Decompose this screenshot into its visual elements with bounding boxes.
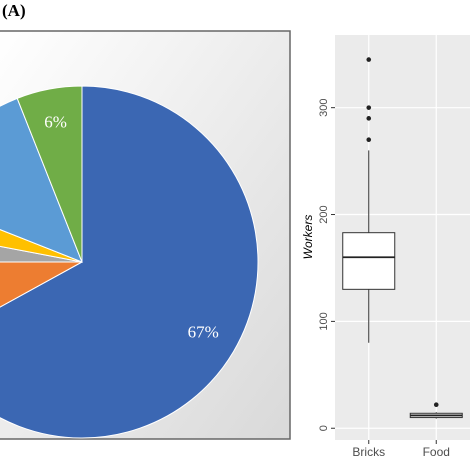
x-tick-label: Food — [423, 445, 450, 459]
outlier — [433, 402, 439, 408]
outlier — [366, 116, 372, 121]
box — [342, 232, 396, 290]
outlier — [366, 57, 372, 62]
y-tick-label: 200 — [318, 205, 330, 223]
panel-label: (A) — [2, 1, 26, 20]
pie-slice — [0, 228, 83, 263]
pie-slice — [0, 85, 259, 439]
pie: 67%13%6% — [0, 85, 259, 439]
outlier — [366, 105, 372, 110]
y-tick-label: 300 — [318, 98, 330, 116]
pie-slice — [16, 85, 83, 263]
boxplot: 0 100 200 300 Workers Bricks Food — [301, 35, 470, 459]
x-tick-label: Bricks — [352, 445, 385, 459]
pie-slice — [0, 97, 83, 263]
y-tick-label: 100 — [318, 312, 330, 330]
pie-slice — [0, 261, 83, 308]
slice-label: 6% — [44, 113, 67, 132]
y-axis-label: Workers — [301, 215, 315, 260]
slice-label: 67% — [188, 323, 219, 342]
outlier — [366, 137, 372, 143]
y-tick-label: 0 — [318, 425, 330, 431]
